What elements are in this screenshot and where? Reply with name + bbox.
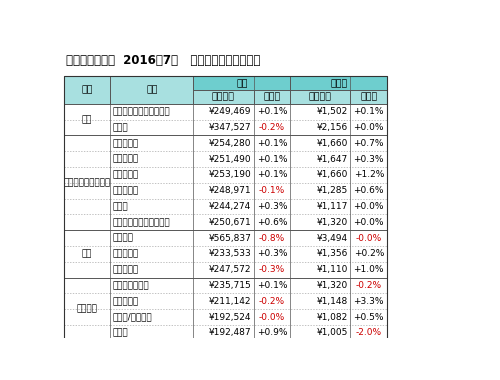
Bar [290, 76, 387, 90]
Bar [64, 76, 110, 104]
Text: 医科: 医科 [82, 115, 92, 124]
Text: +0.0%: +0.0% [354, 218, 384, 227]
Text: ¥565,837: ¥565,837 [208, 234, 251, 243]
Text: ¥1,110: ¥1,110 [316, 265, 348, 274]
Text: 業種: 業種 [82, 86, 93, 95]
Text: 非常勤: 非常勤 [330, 79, 347, 88]
Text: -0.3%: -0.3% [259, 265, 285, 274]
Text: 看護師（准看護師除く）: 看護師（准看護師除く） [112, 107, 170, 116]
Text: -0.2%: -0.2% [259, 123, 285, 132]
Text: ¥254,280: ¥254,280 [208, 139, 251, 148]
Text: 介護職/ヘルパー: 介護職/ヘルパー [112, 313, 152, 321]
Text: リハビリ・代替医療: リハビリ・代替医療 [64, 178, 111, 187]
Text: +0.0%: +0.0% [354, 202, 384, 211]
Text: ¥1,647: ¥1,647 [317, 155, 348, 164]
Text: 歯科医師: 歯科医師 [112, 234, 134, 243]
Text: +1.0%: +1.0% [354, 265, 384, 274]
Text: ¥249,469: ¥249,469 [208, 107, 251, 116]
Bar [194, 90, 254, 104]
Text: +0.1%: +0.1% [256, 107, 287, 116]
Text: -0.8%: -0.8% [259, 234, 285, 243]
Bar [64, 104, 387, 341]
Text: +0.7%: +0.7% [354, 139, 384, 148]
Bar [290, 90, 350, 104]
Text: ¥235,715: ¥235,715 [208, 281, 251, 290]
Text: ジョブメドレー  2016年7月   平均賃金調査（全国）: ジョブメドレー 2016年7月 平均賃金調査（全国） [66, 54, 260, 67]
Text: ¥1,117: ¥1,117 [316, 202, 348, 211]
Text: +0.1%: +0.1% [256, 139, 287, 148]
Text: -0.1%: -0.1% [259, 186, 285, 195]
Text: ¥1,005: ¥1,005 [316, 328, 348, 337]
Text: 歯科: 歯科 [82, 249, 92, 258]
Text: 理学療法士: 理学療法士 [112, 139, 138, 148]
Text: ¥250,671: ¥250,671 [208, 218, 251, 227]
Text: ¥1,285: ¥1,285 [317, 186, 348, 195]
Text: ¥3,494: ¥3,494 [317, 234, 348, 243]
Text: -2.0%: -2.0% [356, 328, 382, 337]
Text: +0.1%: +0.1% [256, 281, 287, 290]
Text: ケアマネジャー: ケアマネジャー [112, 281, 149, 290]
Text: +3.3%: +3.3% [354, 297, 384, 306]
Text: -0.2%: -0.2% [356, 281, 382, 290]
Bar [110, 76, 194, 104]
Text: ¥251,490: ¥251,490 [208, 155, 251, 164]
Text: -0.0%: -0.0% [356, 234, 382, 243]
Text: +1.2%: +1.2% [354, 170, 384, 179]
Text: ¥347,527: ¥347,527 [208, 123, 251, 132]
Text: +0.2%: +0.2% [354, 249, 384, 258]
Text: ¥1,320: ¥1,320 [317, 218, 348, 227]
Text: 保育士: 保育士 [112, 328, 128, 337]
Text: +0.5%: +0.5% [354, 313, 384, 321]
Text: ¥211,142: ¥211,142 [208, 297, 251, 306]
Text: ¥1,502: ¥1,502 [317, 107, 348, 116]
Text: 常勤: 常勤 [236, 79, 248, 88]
Text: 歯科衛生士: 歯科衛生士 [112, 249, 138, 258]
Text: 鍼灸師: 鍼灸師 [112, 202, 128, 211]
Text: +0.6%: +0.6% [256, 218, 287, 227]
Bar [194, 76, 290, 90]
Text: +0.1%: +0.1% [256, 170, 287, 179]
Text: 柔道整復師: 柔道整復師 [112, 186, 138, 195]
Text: ¥192,524: ¥192,524 [208, 313, 251, 321]
Text: ¥1,356: ¥1,356 [316, 249, 348, 258]
Text: ¥2,156: ¥2,156 [317, 123, 348, 132]
Text: ¥1,320: ¥1,320 [317, 281, 348, 290]
Text: あん摩マッサージ指圧師: あん摩マッサージ指圧師 [112, 218, 170, 227]
Bar [350, 90, 387, 104]
Text: ¥1,148: ¥1,148 [317, 297, 348, 306]
Text: ¥244,274: ¥244,274 [209, 202, 251, 211]
Text: ¥253,190: ¥253,190 [208, 170, 251, 179]
Text: -0.2%: -0.2% [259, 297, 285, 306]
Text: 介護福祉: 介護福祉 [77, 305, 98, 314]
Text: 薬剤師: 薬剤師 [112, 123, 128, 132]
Text: +0.6%: +0.6% [354, 186, 384, 195]
Text: 言語聴覚士: 言語聴覚士 [112, 170, 138, 179]
Text: ¥233,533: ¥233,533 [208, 249, 251, 258]
Text: 作業療法士: 作業療法士 [112, 155, 138, 164]
Bar [64, 76, 387, 341]
Text: 平均時給: 平均時給 [309, 93, 332, 101]
Text: 生活相談員: 生活相談員 [112, 297, 138, 306]
Text: -0.0%: -0.0% [259, 313, 285, 321]
Text: +0.3%: +0.3% [256, 249, 287, 258]
Text: ¥192,487: ¥192,487 [208, 328, 251, 337]
Text: +0.1%: +0.1% [256, 155, 287, 164]
Text: +0.9%: +0.9% [256, 328, 287, 337]
Text: 職種: 職種 [146, 86, 158, 95]
Bar [254, 90, 290, 104]
Text: 前月比: 前月比 [360, 93, 378, 101]
Text: ¥1,660: ¥1,660 [316, 139, 348, 148]
Text: +0.0%: +0.0% [354, 123, 384, 132]
Text: 前月比: 前月比 [264, 93, 280, 101]
Text: +0.3%: +0.3% [256, 202, 287, 211]
Text: +0.1%: +0.1% [354, 107, 384, 116]
Text: ¥1,082: ¥1,082 [317, 313, 348, 321]
Text: +0.3%: +0.3% [354, 155, 384, 164]
Text: ¥248,971: ¥248,971 [208, 186, 251, 195]
Text: 歯科技工士: 歯科技工士 [112, 265, 138, 274]
Text: 平均月給: 平均月給 [212, 93, 235, 101]
Text: ¥1,660: ¥1,660 [316, 170, 348, 179]
Text: ¥247,572: ¥247,572 [208, 265, 251, 274]
